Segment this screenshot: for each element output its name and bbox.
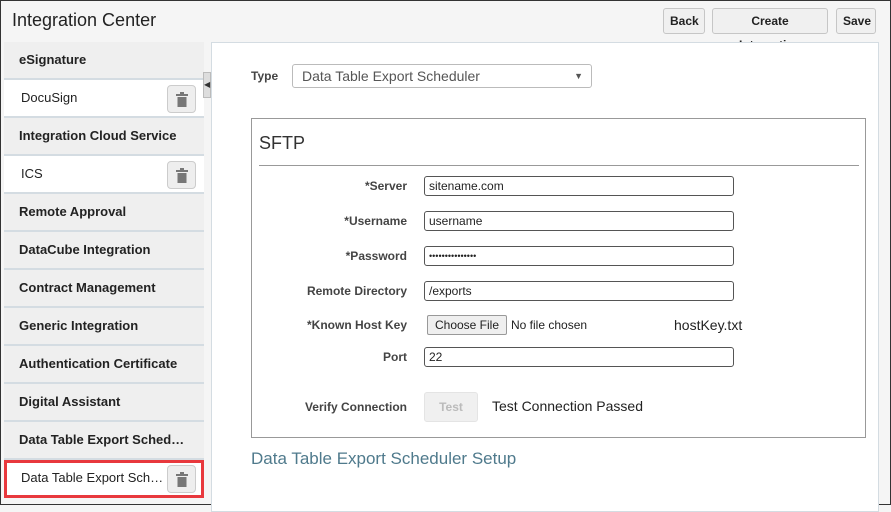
sftp-title: SFTP — [259, 133, 306, 153]
known-host-key-label: *Known Host Key — [306, 318, 407, 332]
page-title: Integration Center — [12, 10, 157, 30]
sidebar-item[interactable]: ICS — [4, 156, 204, 194]
setup-title: Data Table Export Scheduler Setup — [251, 449, 517, 468]
sidebar-group[interactable]: Authentication Certificate — [4, 346, 204, 384]
remote-directory-label: Remote Directory — [306, 284, 407, 298]
password-label: *Password — [345, 249, 407, 263]
type-label: Type — [251, 69, 279, 83]
port-label: Port — [383, 350, 407, 364]
test-status: Test Connection Passed — [492, 398, 643, 414]
delete-button[interactable] — [167, 465, 196, 493]
type-select[interactable]: Data Table Export Scheduler ▼ — [292, 64, 592, 88]
sidebar-group[interactable]: Remote Approval — [4, 194, 204, 232]
divider — [259, 165, 859, 166]
collapse-sidebar-handle[interactable]: ◀ — [203, 72, 211, 98]
save-button[interactable]: Save — [836, 8, 876, 34]
port-input[interactable]: 22 — [424, 347, 734, 367]
delete-button[interactable] — [167, 161, 196, 189]
sidebar-label: Integration Cloud Service — [19, 128, 177, 143]
server-input[interactable]: sitename.com — [424, 176, 734, 196]
no-file-text: No file chosen — [511, 318, 588, 332]
sftp-box — [251, 118, 866, 438]
sidebar-label: Digital Assistant — [19, 394, 121, 409]
sidebar-group[interactable]: DataCube Integration — [4, 232, 204, 270]
test-button[interactable]: Test — [424, 392, 478, 422]
username-input[interactable]: username — [424, 211, 734, 231]
delete-button[interactable] — [167, 85, 196, 113]
sidebar-label: Remote Approval — [19, 204, 127, 219]
remote-directory-input[interactable]: /exports — [424, 281, 734, 301]
back-button[interactable]: Back — [663, 8, 705, 34]
type-select-value: Data Table Export Scheduler — [302, 68, 480, 84]
main-panel — [211, 42, 879, 512]
host-key-filename: hostKey.txt — [674, 317, 743, 333]
server-label: *Server — [364, 179, 407, 193]
sidebar-label: Authentication Certificate — [19, 356, 178, 371]
sidebar-label: Data Table Export Sched… — [19, 432, 185, 447]
create-integration-button[interactable]: Create Integration — [712, 8, 828, 52]
password-input[interactable]: ••••••••••••••• — [424, 246, 734, 266]
sidebar-label: DocuSign — [21, 90, 78, 105]
sidebar-label: Data Table Export Sch… — [21, 470, 164, 485]
sidebar-group[interactable]: eSignature — [4, 42, 204, 80]
sidebar-group[interactable]: Data Table Export Sched… — [4, 422, 204, 460]
sidebar-label: Generic Integration — [19, 318, 139, 333]
sidebar-label: DataCube Integration — [19, 242, 151, 257]
sidebar-label: Contract Management — [19, 280, 156, 295]
username-label: *Username — [344, 214, 407, 228]
sidebar-group[interactable]: Integration Cloud Service — [4, 118, 204, 156]
sidebar-group[interactable]: Digital Assistant — [4, 384, 204, 422]
sidebar-group[interactable]: Contract Management — [4, 270, 204, 308]
sidebar-label: eSignature — [19, 52, 87, 67]
sidebar-item[interactable]: DocuSign — [4, 80, 204, 118]
verify-connection-label: Verify Connection — [304, 400, 407, 414]
sidebar: eSignature DocuSign Integration Cloud Serv… — [4, 42, 204, 498]
choose-file-button[interactable]: Choose File — [427, 315, 507, 335]
sidebar-group[interactable]: Generic Integration — [4, 308, 204, 346]
sidebar-item[interactable]: Data Table Export Sch… — [4, 460, 204, 498]
sidebar-label: ICS — [21, 166, 43, 181]
chevron-down-icon: ▼ — [574, 71, 583, 81]
